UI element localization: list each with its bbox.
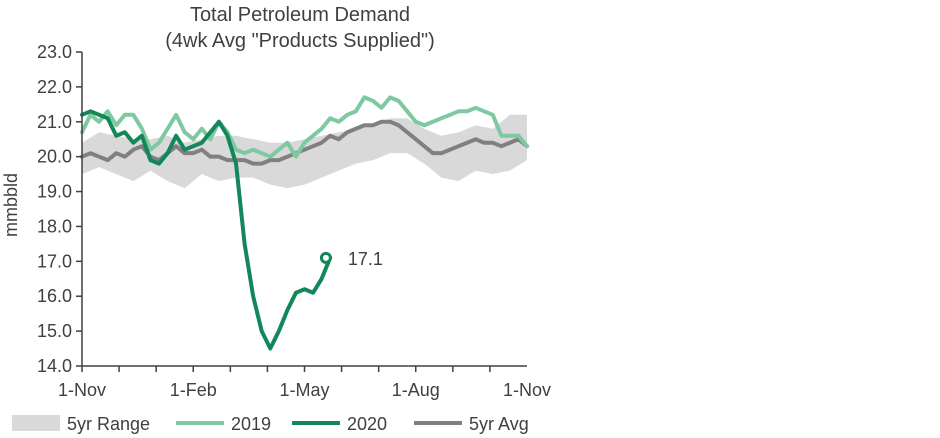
legend-2019-swatch (176, 421, 224, 425)
y-tick-label: 17.0 (37, 251, 72, 271)
legend-2019-label: 2019 (231, 414, 271, 434)
y-tick-label: 15.0 (37, 321, 72, 341)
series-line-2020 (80, 109, 333, 351)
y-tick-label: 19.0 (37, 182, 72, 202)
chart-subtitle: (4wk Avg "Products Supplied") (165, 30, 435, 52)
latest-value-label: 17.1 (348, 249, 383, 269)
series-line-5yr-avg (80, 119, 529, 166)
y-tick-label: 16.0 (37, 286, 72, 306)
y-axis-label: mmbbld (1, 173, 21, 237)
legend-2020-swatch (292, 421, 340, 425)
legend-5yr-range-swatch (12, 415, 60, 431)
legend-5yr-avg-label: 5yr Avg (469, 414, 529, 434)
legend: 5yr Range 2019 2020 5yr Avg (12, 414, 529, 434)
legend-2020-label: 2020 (347, 414, 387, 434)
x-tick-label: 1-Nov (503, 380, 551, 400)
y-tick-label: 14.0 (37, 356, 72, 376)
latest-point-marker (319, 251, 332, 264)
legend-5yr-avg-swatch (414, 421, 462, 425)
chart-title: Total Petroleum Demand (190, 4, 410, 26)
x-tick-label: 1-Feb (170, 380, 217, 400)
y-tick-label: 22.0 (37, 77, 72, 97)
y-tick-label: 20.0 (37, 147, 72, 167)
x-tick-label: 1-Nov (58, 380, 106, 400)
series-line-2019 (80, 95, 529, 159)
plot-area: 14.0 15.0 16.0 17.0 18.0 19.0 20.0 21.0 22.0 23.0… (37, 42, 551, 400)
legend-5yr-range-label: 5yr Range (67, 414, 150, 434)
y-tick-label: 21.0 (37, 112, 72, 132)
y-tick-label: 18.0 (37, 216, 72, 236)
y-tick-label: 23.0 (37, 42, 72, 62)
x-tick-label: 1-Aug (392, 380, 440, 400)
x-tick-label: 1-May (279, 380, 329, 400)
